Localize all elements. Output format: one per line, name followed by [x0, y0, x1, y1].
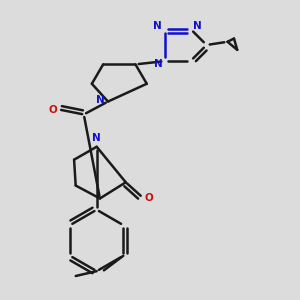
- Text: N: N: [154, 59, 163, 69]
- Text: N: N: [153, 21, 162, 31]
- Text: O: O: [48, 105, 57, 115]
- Text: N: N: [95, 95, 104, 105]
- Text: N: N: [92, 133, 101, 143]
- Text: N: N: [193, 21, 202, 31]
- Text: O: O: [145, 194, 153, 203]
